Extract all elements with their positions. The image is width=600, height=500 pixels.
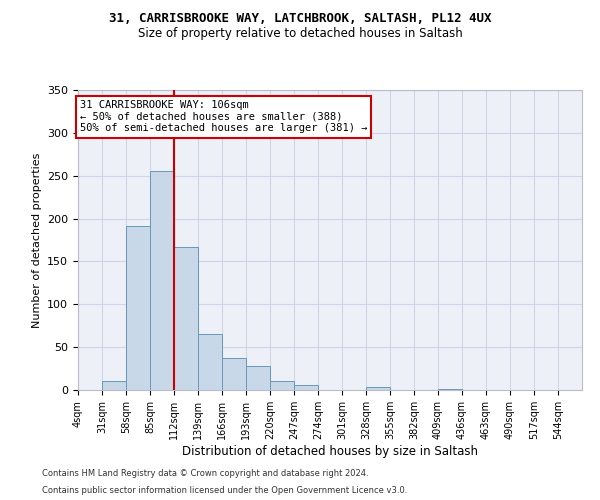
- X-axis label: Distribution of detached houses by size in Saltash: Distribution of detached houses by size …: [182, 444, 478, 458]
- Y-axis label: Number of detached properties: Number of detached properties: [32, 152, 41, 328]
- Text: 31 CARRISBROOKE WAY: 106sqm
← 50% of detached houses are smaller (388)
50% of se: 31 CARRISBROOKE WAY: 106sqm ← 50% of det…: [80, 100, 367, 134]
- Text: Contains HM Land Registry data © Crown copyright and database right 2024.: Contains HM Land Registry data © Crown c…: [42, 468, 368, 477]
- Text: 31, CARRISBROOKE WAY, LATCHBROOK, SALTASH, PL12 4UX: 31, CARRISBROOKE WAY, LATCHBROOK, SALTAS…: [109, 12, 491, 26]
- Bar: [102, 382, 126, 390]
- Bar: [246, 366, 270, 390]
- Bar: [150, 172, 174, 390]
- Bar: [198, 334, 222, 390]
- Text: Contains public sector information licensed under the Open Government Licence v3: Contains public sector information licen…: [42, 486, 407, 495]
- Bar: [222, 358, 246, 390]
- Bar: [270, 380, 294, 390]
- Bar: [126, 226, 150, 390]
- Bar: [294, 385, 318, 390]
- Text: Size of property relative to detached houses in Saltash: Size of property relative to detached ho…: [137, 28, 463, 40]
- Bar: [174, 247, 198, 390]
- Bar: [438, 389, 462, 390]
- Bar: [366, 386, 390, 390]
